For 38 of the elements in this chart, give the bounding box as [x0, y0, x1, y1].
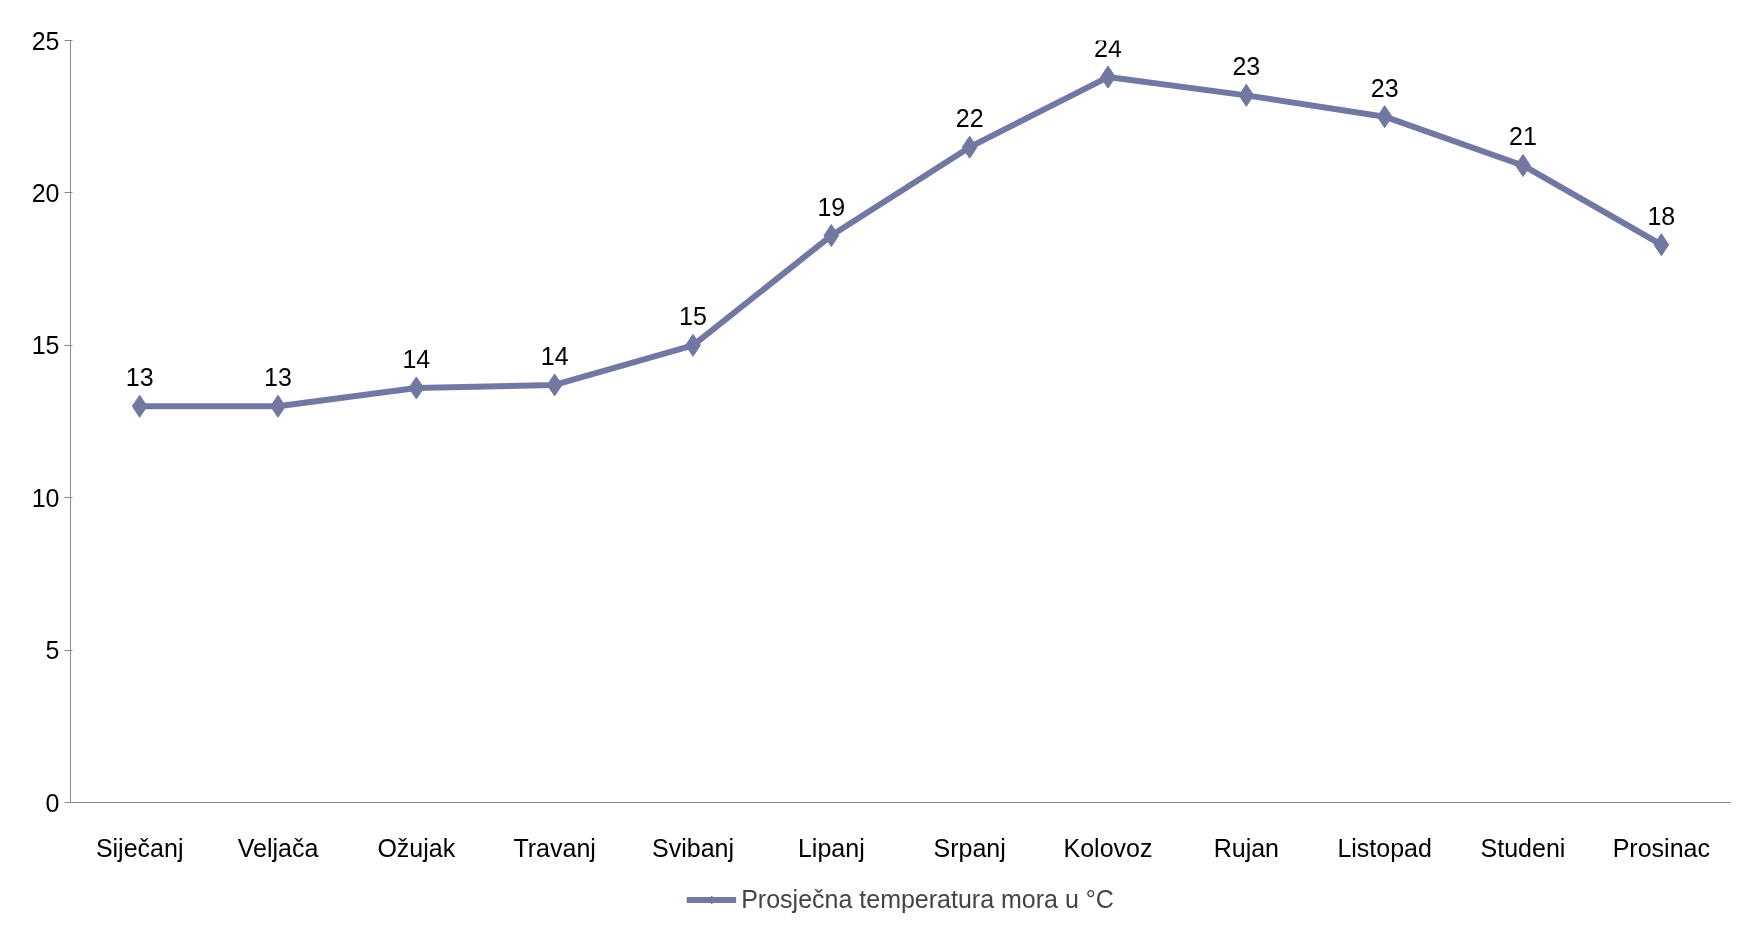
point [131, 394, 148, 418]
data-label: 14 [402, 344, 431, 373]
data-label: 13 [264, 363, 292, 392]
point [1238, 83, 1255, 107]
x-tick-label: Prosinac [1612, 833, 1710, 862]
x-tick-label: Listopad [1337, 833, 1432, 862]
data-label: 14 [540, 341, 569, 370]
y-tick-label: 20 [31, 178, 60, 207]
data-label: 19 [817, 192, 846, 221]
legend-label: Prosječna temperatura mora u °C [741, 884, 1114, 914]
x-tick-label: Travanj [513, 833, 596, 862]
x-tick-label: Studeni [1480, 833, 1566, 862]
x-tick-label: Srpanj [933, 833, 1006, 862]
point [546, 373, 563, 397]
x-tick-label: Siječanj [95, 833, 184, 862]
point [823, 224, 840, 248]
data-label: 22 [955, 104, 984, 133]
x-tick-label: Rujan [1213, 833, 1279, 862]
data-label: 13 [125, 363, 154, 392]
x-tick-label: Lipanj [797, 833, 865, 862]
x-tick-label: Ožujak [377, 833, 456, 862]
point [961, 135, 978, 159]
data-label: 21 [1509, 122, 1537, 151]
data-label: 23 [1232, 52, 1261, 81]
y-tick-label: 25 [31, 26, 60, 55]
data-label: 15 [679, 302, 707, 331]
y-tick-label: 10 [31, 483, 60, 512]
point [1376, 105, 1393, 129]
data-label: 18 [1647, 201, 1676, 230]
x-tick-label: Kolovoz [1063, 833, 1153, 862]
y-tick-label: 5 [45, 636, 60, 665]
x-tick-label: Veljača [237, 833, 319, 862]
y-tick-label: 0 [45, 788, 60, 817]
point [1653, 233, 1670, 257]
data-label: 23 [1370, 73, 1399, 102]
point [408, 376, 425, 400]
x-tick-label: Svibanj [652, 833, 734, 862]
y-tick-label: 15 [31, 331, 60, 360]
